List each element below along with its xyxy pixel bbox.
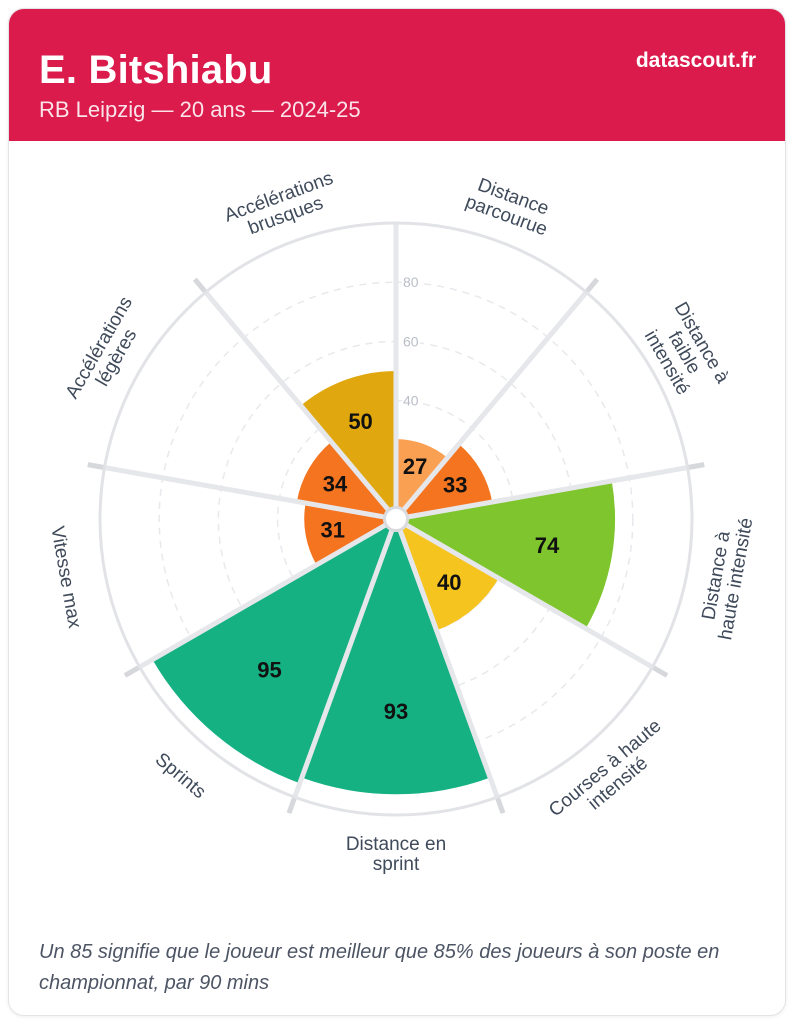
value-label-distance-en-sprint: 93	[384, 699, 408, 724]
spoke-extension-5	[286, 795, 298, 814]
spoke-8	[203, 290, 398, 521]
spoke-extension-3	[650, 664, 669, 678]
brand-logo: datascout.fr	[635, 49, 756, 72]
value-label-distance-a-faible-intensite: 33	[443, 472, 467, 497]
pizza-slice-distance-a-faible-intensite	[396, 444, 493, 519]
spoke-3	[394, 516, 654, 670]
spoke-extension-8	[192, 277, 209, 295]
spoke-extension-4	[494, 795, 506, 814]
category-label-vitesse-max: Vitesse max	[46, 525, 85, 631]
outer-ring	[98, 221, 694, 817]
category-label-distance-parcourue: Distanceparcourue	[463, 173, 557, 241]
spoke-6	[138, 516, 398, 670]
tick-label-40: 40	[403, 393, 419, 409]
tick-label-80: 80	[403, 274, 419, 290]
value-label-accelerations-brusques: 50	[348, 409, 372, 434]
category-label-courses-a-haute-intensite: Courses à hauteintensité	[545, 715, 678, 836]
category-label-distance-a-haute-intensite: Distance àhaute intensité	[695, 513, 757, 642]
player-meta: RB Leipzig — 20 ans — 2024-25	[39, 97, 361, 122]
category-label-accelerations-legeres: Accélérationslégères	[62, 293, 155, 412]
spoke-extension-1	[583, 277, 600, 295]
category-label-distance-a-faible-intensite: Distance àfaibleintensité	[635, 299, 733, 408]
pizza-chart-area: 27 33 74 40 93 95 31 34 50 40 60 80 Distanceparcouru…	[9, 141, 785, 939]
value-label-distance-a-haute-intensite: 74	[535, 533, 560, 558]
spoke-extension-6	[123, 664, 142, 678]
spoke-5	[292, 518, 399, 799]
player-card: E. Bitshiabu RB Leipzig — 20 ans — 2024-…	[8, 8, 786, 1016]
spoke-extension-2	[686, 462, 705, 471]
pizza-slice-distance-a-haute-intensite	[396, 480, 616, 629]
value-label-sprints: 95	[257, 657, 281, 682]
value-label-distance-parcourue: 27	[403, 454, 427, 479]
pizza-slice-distance-parcourue	[396, 439, 448, 519]
tick-label-60: 60	[403, 333, 419, 349]
pizza-slice-courses-a-haute-intensite	[396, 519, 499, 631]
header-banner: E. Bitshiabu RB Leipzig — 20 ans — 2024-…	[9, 9, 785, 141]
category-label-sprints: Sprints	[151, 749, 210, 803]
spoke-extension-7	[87, 462, 106, 471]
pizza-chart: 27 33 74 40 93 95 31 34 50 40 60 80 Distanceparcouru…	[46, 168, 757, 875]
pizza-slice-accelerations-legeres	[296, 441, 396, 519]
spoke-2	[395, 465, 688, 522]
pizza-slice-vitesse-max	[304, 503, 396, 565]
grid-ring-80	[158, 281, 634, 757]
value-label-accelerations-legeres: 34	[323, 471, 348, 496]
category-label-accelerations-brusques: Accélérationsbrusques	[222, 168, 343, 246]
pizza-slice-accelerations-brusques	[300, 371, 396, 519]
spoke-7	[104, 465, 397, 522]
player-name: E. Bitshiabu	[39, 48, 273, 92]
center-dot	[383, 506, 409, 532]
value-label-courses-a-haute-intensite: 40	[437, 570, 461, 595]
value-label-vitesse-max: 31	[321, 518, 345, 543]
spoke-1	[394, 290, 589, 521]
category-label-distance-en-sprint: Distance en sprint	[346, 834, 446, 875]
footnote: Un 85 signifie que le joueur est meilleu…	[39, 941, 720, 994]
pizza-slice-distance-en-sprint	[301, 519, 491, 795]
pizza-slice-sprints	[152, 519, 396, 784]
spoke-4	[393, 518, 500, 799]
